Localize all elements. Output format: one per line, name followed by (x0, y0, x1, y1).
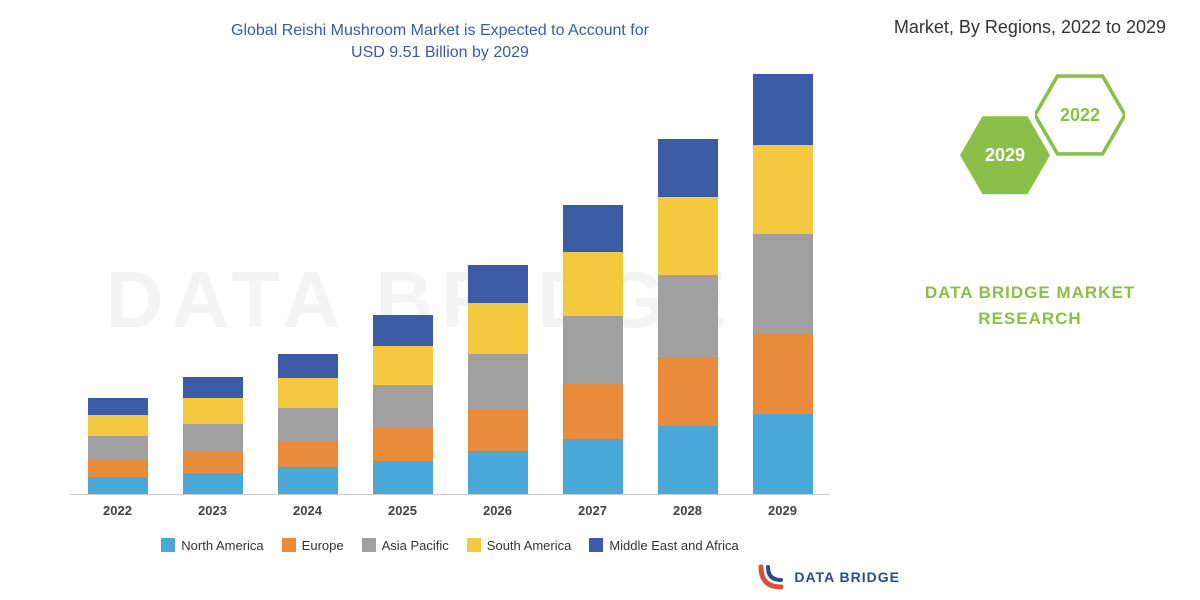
bar-2025 (373, 315, 433, 493)
brand-line2: RESEARCH (978, 309, 1081, 328)
hex-label-2029: 2029 (985, 145, 1025, 166)
chart-title-line2: USD 9.51 Billion by 2029 (351, 44, 529, 61)
bar-segment-asia-pacific (753, 234, 813, 333)
x-label-2027: 2027 (563, 503, 623, 518)
chart-container: Global Reishi Mushroom Market is Expecte… (40, 20, 840, 580)
bottom-logo-text: DATA BRIDGE (794, 569, 900, 585)
bar-segment-europe (563, 384, 623, 439)
bar-segment-middle-east-and-africa (468, 265, 528, 303)
x-label-2023: 2023 (183, 503, 243, 518)
right-panel: Market, By Regions, 2022 to 2029 2029 20… (860, 0, 1200, 600)
bar-segment-south-america (373, 346, 433, 386)
bar-segment-north-america (373, 461, 433, 494)
legend-item-europe: Europe (282, 538, 344, 553)
chart-title: Global Reishi Mushroom Market is Expecte… (40, 20, 840, 65)
bar-segment-middle-east-and-africa (183, 377, 243, 398)
bar-segment-asia-pacific (88, 436, 148, 460)
bar-segment-south-america (658, 197, 718, 274)
brand-line1: DATA BRIDGE MARKET (925, 283, 1135, 302)
chart-plot (70, 75, 830, 495)
bar-segment-asia-pacific (373, 385, 433, 427)
x-label-2025: 2025 (373, 503, 433, 518)
x-label-2026: 2026 (468, 503, 528, 518)
legend-item-middle-east-and-africa: Middle East and Africa (589, 538, 738, 553)
legend-item-north-america: North America (161, 538, 263, 553)
bar-segment-south-america (753, 145, 813, 235)
bar-segment-asia-pacific (563, 316, 623, 384)
bar-segment-asia-pacific (278, 408, 338, 441)
bottom-logo-icon (756, 562, 786, 592)
bar-segment-north-america (183, 473, 243, 494)
bar-segment-europe (468, 409, 528, 451)
bar-segment-asia-pacific (658, 275, 718, 358)
x-label-2022: 2022 (88, 503, 148, 518)
legend-swatch (282, 538, 296, 552)
bar-segment-middle-east-and-africa (88, 398, 148, 415)
bar-segment-asia-pacific (183, 424, 243, 452)
bar-2027 (563, 205, 623, 494)
bar-2023 (183, 377, 243, 494)
hex-label-2022: 2022 (1060, 105, 1100, 126)
bar-segment-europe (278, 441, 338, 467)
bottom-logo: DATA BRIDGE (756, 562, 900, 592)
x-label-2029: 2029 (753, 503, 813, 518)
legend-item-asia-pacific: Asia Pacific (362, 538, 449, 553)
legend-item-south-america: South America (467, 538, 572, 553)
bar-segment-europe (373, 428, 433, 461)
bar-segment-south-america (563, 252, 623, 316)
bar-2026 (468, 265, 528, 493)
legend-swatch (467, 538, 481, 552)
bar-segment-north-america (658, 426, 718, 494)
bar-segment-north-america (468, 451, 528, 493)
right-panel-title: Market, By Regions, 2022 to 2029 (860, 15, 1200, 40)
legend-label: Europe (302, 538, 344, 553)
bar-segment-europe (88, 460, 148, 477)
hexagon-group: 2029 2022 (860, 70, 1200, 270)
bar-segment-asia-pacific (468, 354, 528, 409)
chart-title-line1: Global Reishi Mushroom Market is Expecte… (231, 22, 649, 39)
bar-segment-europe (183, 452, 243, 473)
legend-swatch (362, 538, 376, 552)
bar-segment-south-america (278, 378, 338, 408)
bar-2029 (753, 74, 813, 494)
bar-2022 (88, 398, 148, 493)
legend-swatch (589, 538, 603, 552)
chart-legend: North America Europe Asia Pacific South Ame… (70, 538, 830, 553)
bar-segment-north-america (88, 477, 148, 494)
bar-segment-middle-east-and-africa (278, 354, 338, 378)
bar-2024 (278, 354, 338, 494)
x-axis-labels: 2022 2023 2024 2025 2026 2027 2028 2029 (70, 503, 830, 518)
bar-segment-middle-east-and-africa (658, 139, 718, 198)
legend-label: South America (487, 538, 572, 553)
x-label-2024: 2024 (278, 503, 338, 518)
legend-label: North America (181, 538, 263, 553)
bar-segment-south-america (88, 415, 148, 436)
bar-segment-south-america (468, 303, 528, 354)
bar-segment-middle-east-and-africa (373, 315, 433, 345)
bar-segment-north-america (563, 439, 623, 494)
bars-container (70, 75, 830, 495)
x-label-2028: 2028 (658, 503, 718, 518)
bar-segment-middle-east-and-africa (753, 74, 813, 145)
hexagon-2022: 2022 (1035, 70, 1125, 160)
bar-segment-europe (658, 358, 718, 426)
legend-swatch (161, 538, 175, 552)
bar-segment-middle-east-and-africa (563, 205, 623, 252)
bar-segment-north-america (278, 467, 338, 493)
legend-label: Asia Pacific (382, 538, 449, 553)
brand-text: DATA BRIDGE MARKET RESEARCH (860, 280, 1200, 331)
legend-label: Middle East and Africa (609, 538, 738, 553)
bar-segment-south-america (183, 398, 243, 424)
bar-2028 (658, 139, 718, 494)
bar-segment-europe (753, 333, 813, 413)
bar-segment-north-america (753, 414, 813, 494)
